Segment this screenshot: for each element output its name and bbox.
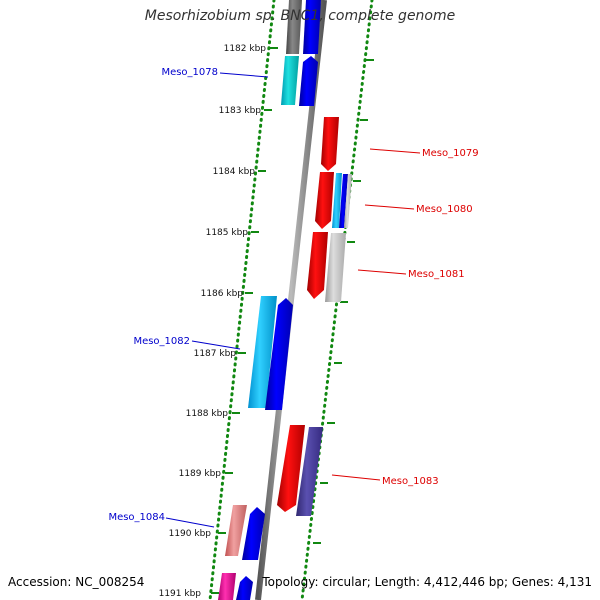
gene-block-purple[interactable]: [296, 427, 323, 516]
gene-meso-1080[interactable]: [315, 172, 334, 229]
gene-block-gray-1081[interactable]: [325, 233, 346, 302]
gene-meso-1082[interactable]: [248, 296, 277, 408]
gene-label-meso-1081[interactable]: Meso_1081: [408, 269, 465, 280]
gene-meso-1079[interactable]: [321, 117, 339, 171]
ruler-label: 1186 kbp: [201, 289, 244, 299]
gene-labels: Meso_1078 Meso_1079 Meso_1080 Meso_1081 …: [108, 67, 478, 523]
ruler-label: 1184 kbp: [213, 167, 256, 177]
topology-text: Topology: circular; Length: 4,412,446 bp…: [262, 575, 592, 589]
gene-label-meso-1080[interactable]: Meso_1080: [416, 204, 473, 215]
ruler-label: 1183 kbp: [219, 106, 262, 116]
gene-block-blue-1084[interactable]: [242, 507, 265, 560]
ruler-ticks: [211, 47, 278, 594]
ruler-label: 1182 kbp: [224, 44, 267, 54]
gene-label-meso-1079[interactable]: Meso_1079: [422, 148, 479, 159]
gene-meso-1081[interactable]: [307, 232, 328, 299]
gene-block-gray[interactable]: [286, 0, 302, 54]
gene-label-meso-1078[interactable]: Meso_1078: [161, 67, 218, 78]
ruler-label: 1190 kbp: [169, 529, 212, 539]
gene-block-lightgray[interactable]: [344, 174, 352, 228]
gene-block-blue-small[interactable]: [339, 174, 348, 228]
ruler-label: 1188 kbp: [186, 409, 229, 419]
ruler-label: 1187 kbp: [194, 349, 237, 359]
ruler-label: 1191 kbp: [159, 589, 202, 599]
gene-block-sky[interactable]: [332, 173, 342, 228]
ruler-ticks-right: [313, 59, 374, 544]
page-title: Mesorhizobium sp. BNC1, complete genome: [144, 8, 456, 24]
gene-meso-1078[interactable]: [299, 56, 318, 106]
gene-meso-1084[interactable]: [225, 505, 247, 556]
accession-text: Accession: NC_008254: [8, 575, 145, 589]
gene-meso-1083[interactable]: [277, 425, 305, 512]
gene-blocks: [218, 0, 352, 600]
gene-label-meso-1082[interactable]: Meso_1082: [133, 336, 190, 347]
gene-label-meso-1084[interactable]: Meso_1084: [108, 512, 165, 523]
gene-block-blue-1082[interactable]: [265, 298, 293, 410]
ruler-label: 1185 kbp: [206, 228, 249, 238]
ruler-labels: 1182 kbp 1183 kbp 1184 kbp 1185 kbp 1186…: [159, 44, 267, 599]
gene-block-blue[interactable]: [303, 0, 321, 54]
gene-block-cyan[interactable]: [281, 56, 299, 105]
leader-lines: [165, 72, 421, 528]
ruler-label: 1189 kbp: [179, 469, 222, 479]
gene-block-magenta[interactable]: [218, 573, 236, 600]
gene-block-blue-bottom[interactable]: [236, 576, 253, 600]
gene-label-meso-1083[interactable]: Meso_1083: [382, 476, 439, 487]
